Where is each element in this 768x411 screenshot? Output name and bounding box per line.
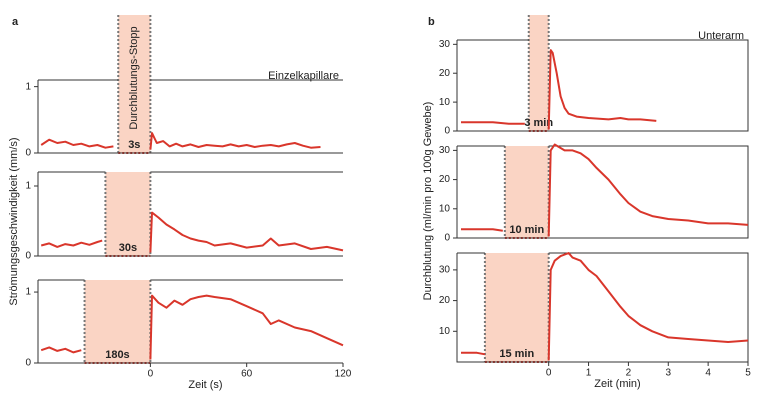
y-tick-label: 1: [25, 287, 31, 298]
panel-title: Einzelkapillare: [268, 70, 339, 82]
x-tick-label: 1: [586, 368, 592, 379]
y-tick-label: 20: [439, 295, 451, 306]
y-axis-label: Strömungsgeschwindigkeit (mm/s): [8, 137, 20, 305]
occlusion-label: 10 min: [509, 224, 544, 236]
y-tick-label: 0: [25, 148, 31, 159]
data-line: [40, 132, 321, 150]
axis-frame: [456, 39, 749, 132]
x-tick-label: 4: [705, 368, 711, 379]
x-tick-label: 60: [241, 369, 253, 380]
occlusion-label: 15 min: [499, 348, 534, 360]
panel-label: b: [428, 16, 435, 28]
occlusion-label: 3s: [128, 139, 140, 151]
x-tick-label: 0: [148, 369, 154, 380]
y-tick-label: 10: [439, 97, 451, 108]
x-tick-label: 0: [546, 368, 552, 379]
y-tick-label: 10: [439, 203, 451, 214]
data-line: [461, 143, 749, 237]
data-line: [40, 294, 344, 360]
x-axis-label: Zeit (s): [188, 379, 222, 391]
y-tick-label: 30: [439, 265, 451, 276]
occlusion-band: [528, 15, 549, 131]
y-tick-label: 0: [25, 251, 31, 262]
y-tick-label: 20: [439, 174, 451, 185]
y-tick-label: 0: [444, 126, 450, 137]
panel-title: Unterarm: [698, 30, 744, 42]
occlusion-label: 30s: [119, 242, 137, 254]
x-tick-label: 120: [335, 369, 352, 380]
x-axis-label: Zeit (min): [594, 378, 640, 390]
occlusion-band: [105, 172, 151, 256]
x-tick-label: 2: [626, 368, 632, 379]
y-tick-label: 0: [25, 358, 31, 369]
panel-label: a: [12, 16, 19, 28]
y-tick-label: 1: [25, 181, 31, 192]
axis-frame: [456, 145, 749, 239]
y-axis-label: Durchblutung (ml/min pro 100g Gewebe): [422, 102, 434, 301]
y-tick-label: 0: [444, 233, 450, 244]
y-tick-label: 10: [439, 326, 451, 337]
y-tick-label: 30: [439, 39, 451, 50]
x-tick-label: 3: [665, 368, 671, 379]
occlusion-band: [504, 146, 549, 238]
x-tick-label: 5: [745, 368, 751, 379]
occlusion-band: [84, 280, 151, 363]
y-tick-label: 1: [25, 81, 31, 92]
y-tick-label: 30: [439, 145, 451, 156]
data-line: [461, 252, 749, 361]
data-line: [40, 211, 344, 253]
occlusion-band: [484, 253, 549, 362]
occlusion-label: 180s: [105, 349, 129, 361]
data-line: [461, 49, 657, 130]
occlusion-annotation: Durchblutungs-Stopp: [128, 26, 140, 129]
y-tick-label: 20: [439, 68, 451, 79]
occlusion-band: [118, 15, 151, 153]
occlusion-label: 3 min: [524, 117, 553, 129]
axis-frame: [37, 79, 343, 154]
